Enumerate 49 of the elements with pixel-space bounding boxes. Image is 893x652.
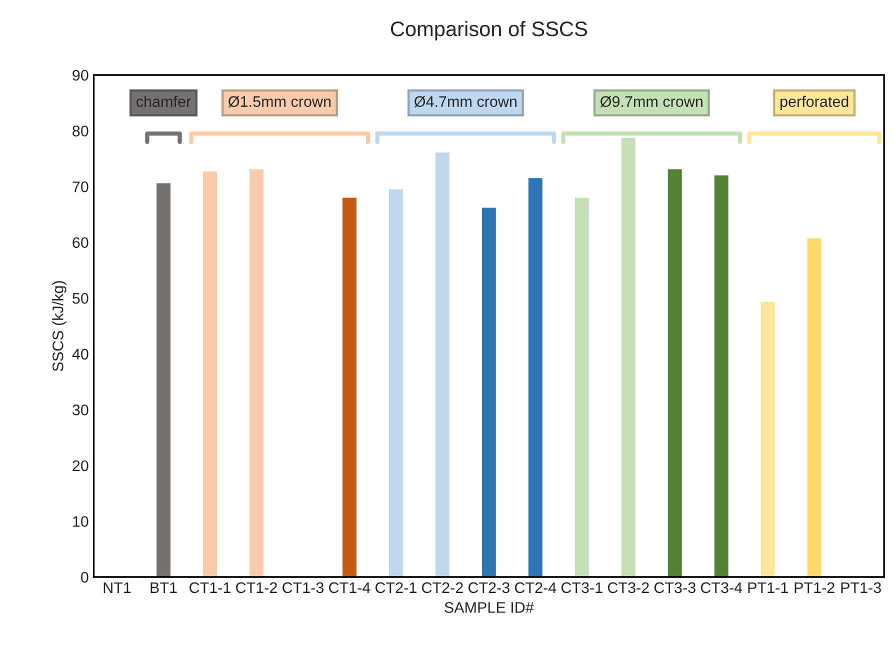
annotation: Ø9.7mm crown <box>600 96 702 108</box>
x-tick-label: NT1 <box>104 582 131 593</box>
bar <box>807 238 822 578</box>
bar <box>668 169 682 578</box>
y-tick-label: 30 <box>72 404 88 416</box>
x-tick-label: PT1-1 <box>748 582 788 593</box>
chart-title: Comparison of SSCS <box>390 20 587 40</box>
bar <box>528 178 542 578</box>
y-tick-label: 40 <box>72 348 88 360</box>
bar <box>482 208 496 578</box>
bar <box>203 171 217 578</box>
x-tick-label: CT2-1 <box>375 582 416 594</box>
x-tick-label: CT2-4 <box>514 582 556 594</box>
bar <box>156 183 170 578</box>
x-tick-label: CT1-2 <box>236 582 277 594</box>
y-tick-label: 0 <box>81 572 88 583</box>
bar <box>250 169 264 578</box>
annotation: chamfer <box>136 96 191 107</box>
x-tick-label: CT2-3 <box>468 582 510 594</box>
y-tick-label: 80 <box>72 126 88 136</box>
x-axis-title: SAMPLE ID# <box>444 602 534 613</box>
x-tick-label: CT3-1 <box>561 582 602 594</box>
x-tick-label: CT1-1 <box>190 582 230 594</box>
annotation: Ø1.5mm crown <box>228 96 331 108</box>
bar <box>621 138 636 578</box>
x-tick-label: CT1-3 <box>282 582 324 594</box>
x-tick-label: BT1 <box>150 582 177 593</box>
y-axis-title: SSCS (kJ/kg) <box>52 281 66 372</box>
y-tick-label: 90 <box>72 70 88 81</box>
x-tick-label: PT1-3 <box>841 582 881 594</box>
x-tick-label: PT1-2 <box>794 582 834 593</box>
bar <box>388 189 403 578</box>
y-tick-label: 20 <box>72 460 88 472</box>
y-tick-label: 70 <box>72 181 88 192</box>
y-tick-label: 10 <box>73 516 88 527</box>
bar <box>342 198 356 578</box>
x-tick-label: CT1-4 <box>329 582 370 594</box>
x-tick-label: CT3-3 <box>654 582 696 594</box>
x-tick-label: CT3-2 <box>608 582 649 594</box>
annotation: Ø4.7mm crown <box>414 96 516 108</box>
y-tick-label: 50 <box>72 292 88 304</box>
bar <box>435 152 450 578</box>
bar <box>760 302 775 578</box>
annotation: perforated <box>780 96 848 110</box>
x-tick-label: CT2-2 <box>422 582 463 594</box>
y-tick-label: 60 <box>72 237 88 248</box>
bar <box>574 198 589 578</box>
bar <box>714 175 728 578</box>
x-tick-label: CT3-4 <box>700 582 742 594</box>
